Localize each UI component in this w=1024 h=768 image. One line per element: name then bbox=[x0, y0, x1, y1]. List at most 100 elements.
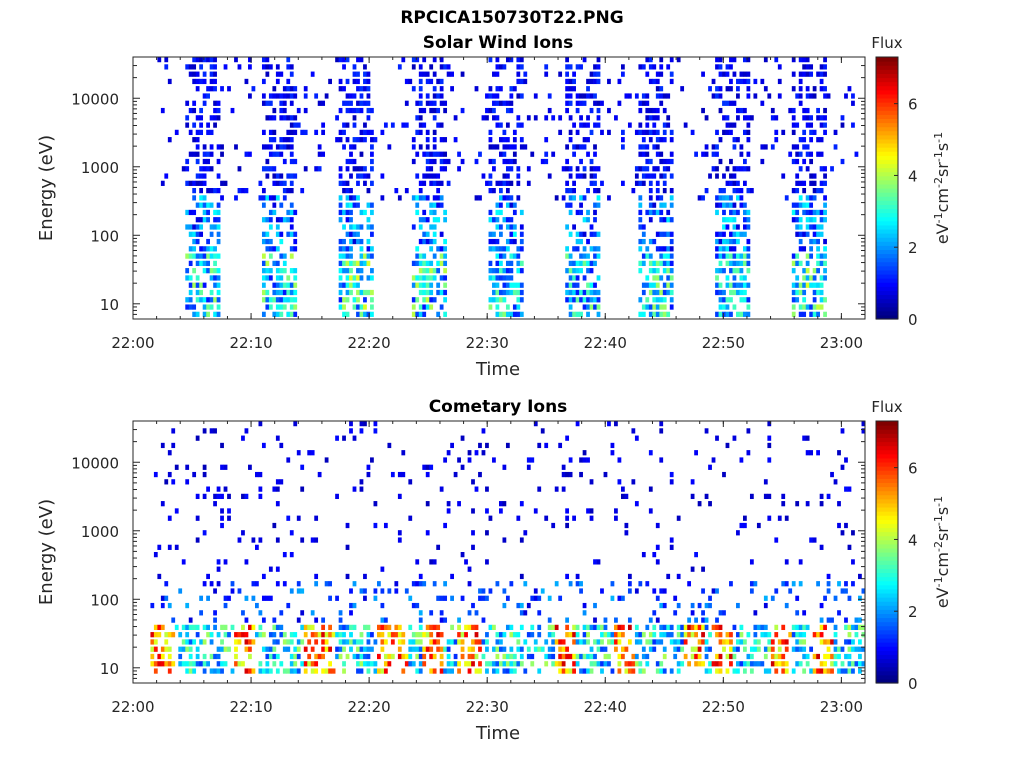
heatmap-cell bbox=[572, 122, 576, 128]
heatmap-cell bbox=[851, 530, 855, 536]
heatmap-cell bbox=[809, 71, 814, 77]
heatmap-cell bbox=[349, 188, 353, 194]
heatmap-cell bbox=[446, 653, 451, 660]
heatmap-cell bbox=[261, 595, 266, 601]
heatmap-cell bbox=[167, 544, 172, 550]
heatmap-cell bbox=[244, 151, 249, 157]
heatmap-cell bbox=[206, 624, 210, 631]
heatmap-cell bbox=[206, 297, 210, 303]
heatmap-cell bbox=[300, 639, 305, 645]
heatmap-cell bbox=[743, 275, 747, 281]
heatmap-cell bbox=[680, 646, 685, 652]
heatmap-cell bbox=[680, 86, 685, 92]
heatmap-cell bbox=[565, 508, 570, 514]
heatmap-cell bbox=[505, 442, 510, 449]
heatmap-cell bbox=[499, 209, 503, 216]
heatmap-cell bbox=[746, 297, 751, 303]
heatmap-cell bbox=[777, 515, 782, 521]
heatmap-cell bbox=[450, 86, 454, 92]
colorbar-segment bbox=[876, 674, 898, 680]
heatmap-cell bbox=[415, 202, 420, 208]
heatmap-cell bbox=[436, 180, 441, 186]
heatmap-cell bbox=[568, 202, 573, 208]
heatmap-cell bbox=[429, 275, 434, 281]
heatmap-cell bbox=[279, 610, 284, 616]
heatmap-cell bbox=[544, 64, 549, 70]
colorbar-segment bbox=[876, 470, 898, 475]
heatmap-cell bbox=[739, 231, 744, 237]
heatmap-cell bbox=[279, 282, 284, 288]
heatmap-cell bbox=[655, 137, 660, 143]
heatmap-cell bbox=[192, 151, 197, 157]
heatmap-cell bbox=[554, 661, 559, 667]
heatmap-cell bbox=[840, 588, 845, 594]
heatmap-cell bbox=[255, 471, 259, 478]
heatmap-cell bbox=[345, 268, 350, 274]
heatmap-cell bbox=[634, 501, 639, 507]
heatmap-cell bbox=[425, 304, 430, 310]
heatmap-cell bbox=[338, 180, 343, 186]
heatmap-cell bbox=[457, 624, 461, 631]
heatmap-cell bbox=[279, 151, 284, 157]
heatmap-cell bbox=[429, 610, 434, 616]
heatmap-cell bbox=[383, 617, 388, 623]
heatmap-cell bbox=[669, 202, 674, 208]
colorbar-segment bbox=[876, 298, 898, 304]
heatmap-cell bbox=[425, 173, 430, 179]
heatmap-cell bbox=[697, 195, 702, 201]
heatmap-cell bbox=[275, 268, 280, 274]
heatmap-cell bbox=[805, 144, 810, 150]
heatmap-cell bbox=[596, 253, 601, 259]
heatmap-cell bbox=[415, 581, 420, 587]
heatmap-cell bbox=[289, 661, 294, 667]
heatmap-cell bbox=[342, 668, 346, 674]
heatmap-cell bbox=[380, 646, 385, 652]
heatmap-cell bbox=[422, 238, 427, 245]
heatmap-cell bbox=[272, 173, 277, 179]
heatmap-cell bbox=[530, 151, 535, 157]
heatmap-cell bbox=[286, 137, 291, 143]
heatmap-cell bbox=[366, 173, 371, 179]
heatmap-cell bbox=[561, 195, 566, 201]
heatmap-cell bbox=[830, 617, 834, 623]
heatmap-cell bbox=[443, 253, 448, 259]
heatmap-cell bbox=[621, 653, 625, 660]
heatmap-cell bbox=[816, 209, 820, 216]
heatmap-cell bbox=[293, 311, 298, 317]
heatmap-cell bbox=[586, 86, 590, 92]
colorbar-frame bbox=[875, 56, 899, 320]
heatmap-cell bbox=[823, 661, 827, 667]
heatmap-cell bbox=[293, 646, 298, 652]
heatmap-cell bbox=[499, 100, 503, 106]
heatmap-cell bbox=[241, 632, 245, 638]
heatmap-cell bbox=[286, 515, 291, 521]
heatmap-cell bbox=[185, 668, 190, 674]
heatmap-cell bbox=[195, 632, 200, 638]
heatmap-cell bbox=[363, 421, 367, 427]
colorbar-segment bbox=[876, 666, 898, 672]
heatmap-cell bbox=[655, 231, 660, 237]
heatmap-cell bbox=[593, 100, 597, 106]
heatmap-cell bbox=[837, 522, 841, 529]
heatmap-cell bbox=[425, 144, 430, 150]
heatmap-cell bbox=[784, 602, 789, 609]
heatmap-cell bbox=[495, 253, 500, 259]
heatmap-cell bbox=[289, 137, 294, 143]
heatmap-cell bbox=[812, 289, 817, 296]
heatmap-cell bbox=[342, 57, 346, 63]
heatmap-cell bbox=[802, 129, 807, 136]
heatmap-cell bbox=[216, 224, 221, 230]
heatmap-cell bbox=[526, 457, 531, 463]
heatmap-cell bbox=[798, 646, 803, 652]
heatmap-cell bbox=[830, 166, 834, 172]
heatmap-cell bbox=[715, 86, 719, 92]
heatmap-cell bbox=[533, 93, 538, 99]
heatmap-cell bbox=[812, 668, 817, 674]
heatmap-cell bbox=[181, 646, 186, 652]
heatmap-cell bbox=[377, 632, 381, 638]
heatmap-cell bbox=[600, 588, 604, 594]
heatmap-cell bbox=[718, 624, 723, 631]
heatmap-cell bbox=[596, 64, 601, 70]
heatmap-cell bbox=[652, 304, 657, 310]
heatmap-cell bbox=[579, 195, 583, 201]
